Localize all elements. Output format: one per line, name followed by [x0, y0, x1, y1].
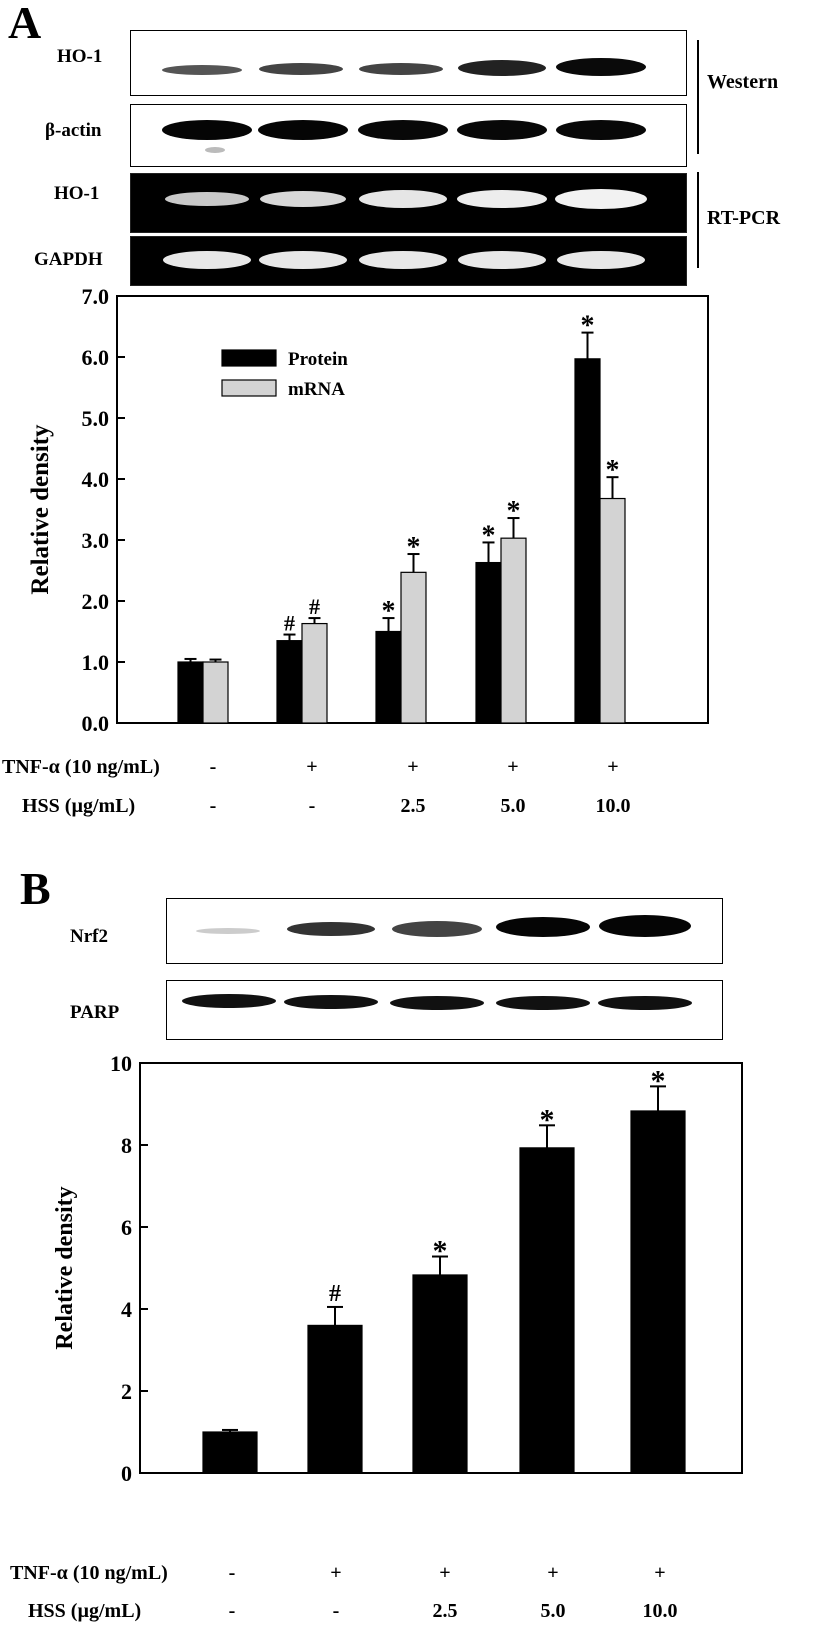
y-tick-label: 5.0 [82, 406, 110, 431]
condition-a-value: 10.0 [595, 795, 631, 817]
pcr-gel-ho1 [130, 173, 687, 233]
y-axis-label: Relative density [52, 1186, 78, 1349]
y-tick-label: 8 [121, 1133, 132, 1158]
tnf-label-b: TNF-α (10 ng/mL) [10, 1562, 168, 1584]
bar [400, 571, 427, 724]
condition-b-value: + [439, 1562, 451, 1584]
rtpcr-label: RT-PCR [707, 207, 781, 229]
condition-a-value: + [306, 756, 318, 778]
y-tick-label: 7.0 [82, 284, 110, 309]
condition-a-value: - [209, 795, 217, 817]
hss-label-b: HSS (µg/mL) [28, 1600, 142, 1622]
significance-star: * [581, 311, 595, 342]
hss-label-a: HSS (µg/mL) [22, 795, 136, 817]
y-tick-label: 2 [121, 1379, 132, 1404]
condition-b-value: + [330, 1562, 342, 1584]
legend-swatch [221, 349, 277, 367]
y-tick-label: 4.0 [82, 467, 110, 492]
western-blot-parp [166, 980, 723, 1040]
bar [519, 1147, 575, 1474]
legend-label: mRNA [288, 379, 345, 400]
bar [630, 1110, 686, 1474]
blot-label-nrf2: Nrf2 [70, 926, 108, 947]
pcr-gel-gapdh [130, 236, 687, 286]
legend-swatch [221, 379, 277, 397]
condition-b-value: - [228, 1562, 236, 1584]
panel-b-letter: B [20, 863, 51, 914]
condition-b-value: 2.5 [432, 1600, 458, 1622]
significance-star: * [540, 1103, 555, 1136]
y-tick-label: 0 [121, 1461, 132, 1486]
significance-hash: # [329, 1281, 341, 1307]
y-tick-label: 6 [121, 1215, 132, 1240]
significance-star: * [651, 1064, 666, 1097]
y-tick-label: 2.0 [82, 589, 110, 614]
significance-star: * [433, 1235, 448, 1268]
condition-a-value: + [407, 756, 419, 778]
western-blot-ho1 [130, 30, 687, 96]
significance-hash: # [309, 594, 320, 619]
significance-star: * [606, 455, 620, 486]
panel-a-letter: A [8, 0, 42, 48]
bar [500, 537, 527, 724]
condition-a-value: + [607, 756, 619, 778]
western-blot-beta-actin [130, 104, 687, 167]
western-bracket [697, 40, 699, 154]
y-axis-label: Relative density [27, 424, 54, 595]
condition-b-value: 10.0 [642, 1600, 678, 1622]
western-blot-nrf2 [166, 898, 723, 964]
significance-hash: # [284, 611, 295, 636]
bar [307, 1324, 363, 1474]
blot-label-beta-actin: β-actin [45, 120, 102, 141]
bar [412, 1274, 468, 1474]
condition-a-value: - [308, 795, 316, 817]
condition-a-value: 2.5 [400, 795, 426, 817]
y-tick-label: 1.0 [82, 650, 110, 675]
condition-a-value: 5.0 [500, 795, 526, 817]
y-tick-label: 0.0 [82, 711, 110, 736]
condition-a-value: + [507, 756, 519, 778]
condition-b-value: 5.0 [540, 1600, 566, 1622]
condition-b-value: - [332, 1600, 340, 1622]
y-tick-label: 6.0 [82, 345, 110, 370]
blot-label-parp: PARP [70, 1002, 120, 1023]
y-tick-label: 10 [110, 1051, 132, 1076]
western-label: Western [707, 71, 779, 93]
chart-b: 0 2 4 6 8 10 Relative density # * * * [52, 1051, 743, 1486]
significance-star: * [407, 532, 421, 563]
condition-a-value: - [209, 756, 217, 778]
chart-a: 0.0 1.0 2.0 3.0 4.0 5.0 6.0 7.0 Relative density… [27, 284, 709, 736]
bar [202, 1431, 258, 1474]
blot-label-ho1-western: HO-1 [57, 46, 103, 67]
condition-b-value: + [547, 1562, 559, 1584]
rtpcr-bracket [697, 172, 699, 268]
condition-b-value: + [654, 1562, 666, 1584]
blot-label-gapdh: GAPDH [34, 249, 103, 270]
condition-b-value: - [228, 1600, 236, 1622]
legend-label: Protein [288, 349, 348, 370]
blot-label-ho1-pcr: HO-1 [54, 183, 100, 204]
significance-star: * [507, 496, 521, 527]
significance-star: * [482, 520, 496, 551]
tnf-label-a: TNF-α (10 ng/mL) [2, 756, 160, 778]
bar [177, 661, 204, 724]
significance-star: * [382, 596, 396, 627]
y-tick-label: 3.0 [82, 528, 110, 553]
bar [574, 358, 601, 724]
y-tick-label: 4 [121, 1297, 132, 1322]
bar [599, 497, 626, 724]
